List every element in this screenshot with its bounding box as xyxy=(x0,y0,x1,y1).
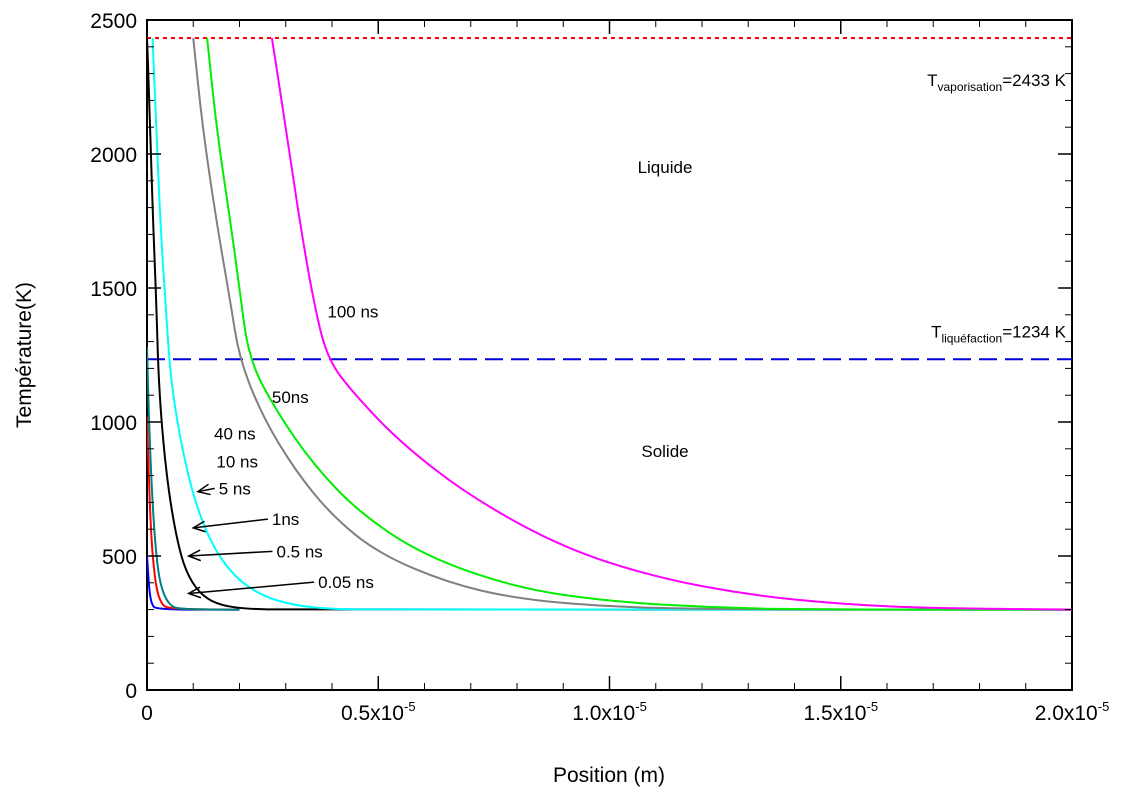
y-tick-label: 500 xyxy=(102,546,137,569)
curve-label: 0.05 ns xyxy=(318,573,374,592)
curve-label: 50ns xyxy=(272,388,309,407)
plot-frame xyxy=(146,19,1073,691)
region-label: Liquide xyxy=(638,158,693,177)
label-arrowhead xyxy=(196,483,211,496)
y-tick-label: 1000 xyxy=(90,412,137,435)
series-line xyxy=(147,416,240,611)
series-line xyxy=(192,37,1072,611)
region-label: Solide xyxy=(641,442,688,461)
label-arrowhead xyxy=(186,586,202,599)
series-line xyxy=(147,346,240,611)
axis-ticks: 0 500 1000 1500 2000 2500 0 0.5x10-5 1.0x10-5 1.5… xyxy=(90,10,1109,725)
x-tick-label: 1.0x10-5 xyxy=(572,699,647,725)
y-axis-title: Température(K) xyxy=(13,282,36,428)
curve-label: 40 ns xyxy=(214,424,256,443)
reference-lines: Tvaporisation=2433 K Tliquéfaction=1234 K xyxy=(147,36,1072,361)
label-arrowhead xyxy=(186,549,202,562)
curve-label: 100 ns xyxy=(327,302,378,321)
reference-line-label: Tliquéfaction=1234 K xyxy=(931,322,1067,345)
series-line xyxy=(270,37,1072,611)
reference-line-label: Tvaporisation=2433 K xyxy=(927,71,1067,94)
label-arrow xyxy=(193,518,268,529)
label-arrow xyxy=(188,581,315,595)
y-tick-label: 2500 xyxy=(90,10,137,33)
curve-label: 1ns xyxy=(272,510,299,529)
y-tick-label: 1500 xyxy=(90,278,137,301)
label-arrow xyxy=(197,487,215,493)
annotations: Liquide Solide 100 ns 50ns 40 ns 10 ns 5 ns 1ns… xyxy=(186,158,693,599)
series-line xyxy=(206,37,1072,611)
x-axis-title: Position (m) xyxy=(553,764,665,787)
curve-label: 10 ns xyxy=(216,453,258,472)
label-arrow xyxy=(188,550,273,557)
y-tick-label: 2000 xyxy=(90,144,137,167)
curve-label: 5 ns xyxy=(219,479,251,498)
x-tick-label: 0.5x10-5 xyxy=(341,699,416,725)
x-tick-label: 0 xyxy=(141,702,153,725)
series-line xyxy=(147,37,1072,611)
x-tick-label: 2.0x10-5 xyxy=(1035,699,1110,725)
series-lines xyxy=(147,37,1072,611)
series-line xyxy=(151,37,1072,611)
y-tick-label: 0 xyxy=(125,680,137,703)
x-tick-label: 1.5x10-5 xyxy=(803,699,878,725)
label-arrowhead xyxy=(191,520,206,533)
series-line xyxy=(147,555,240,611)
curve-label: 0.5 ns xyxy=(277,542,323,561)
